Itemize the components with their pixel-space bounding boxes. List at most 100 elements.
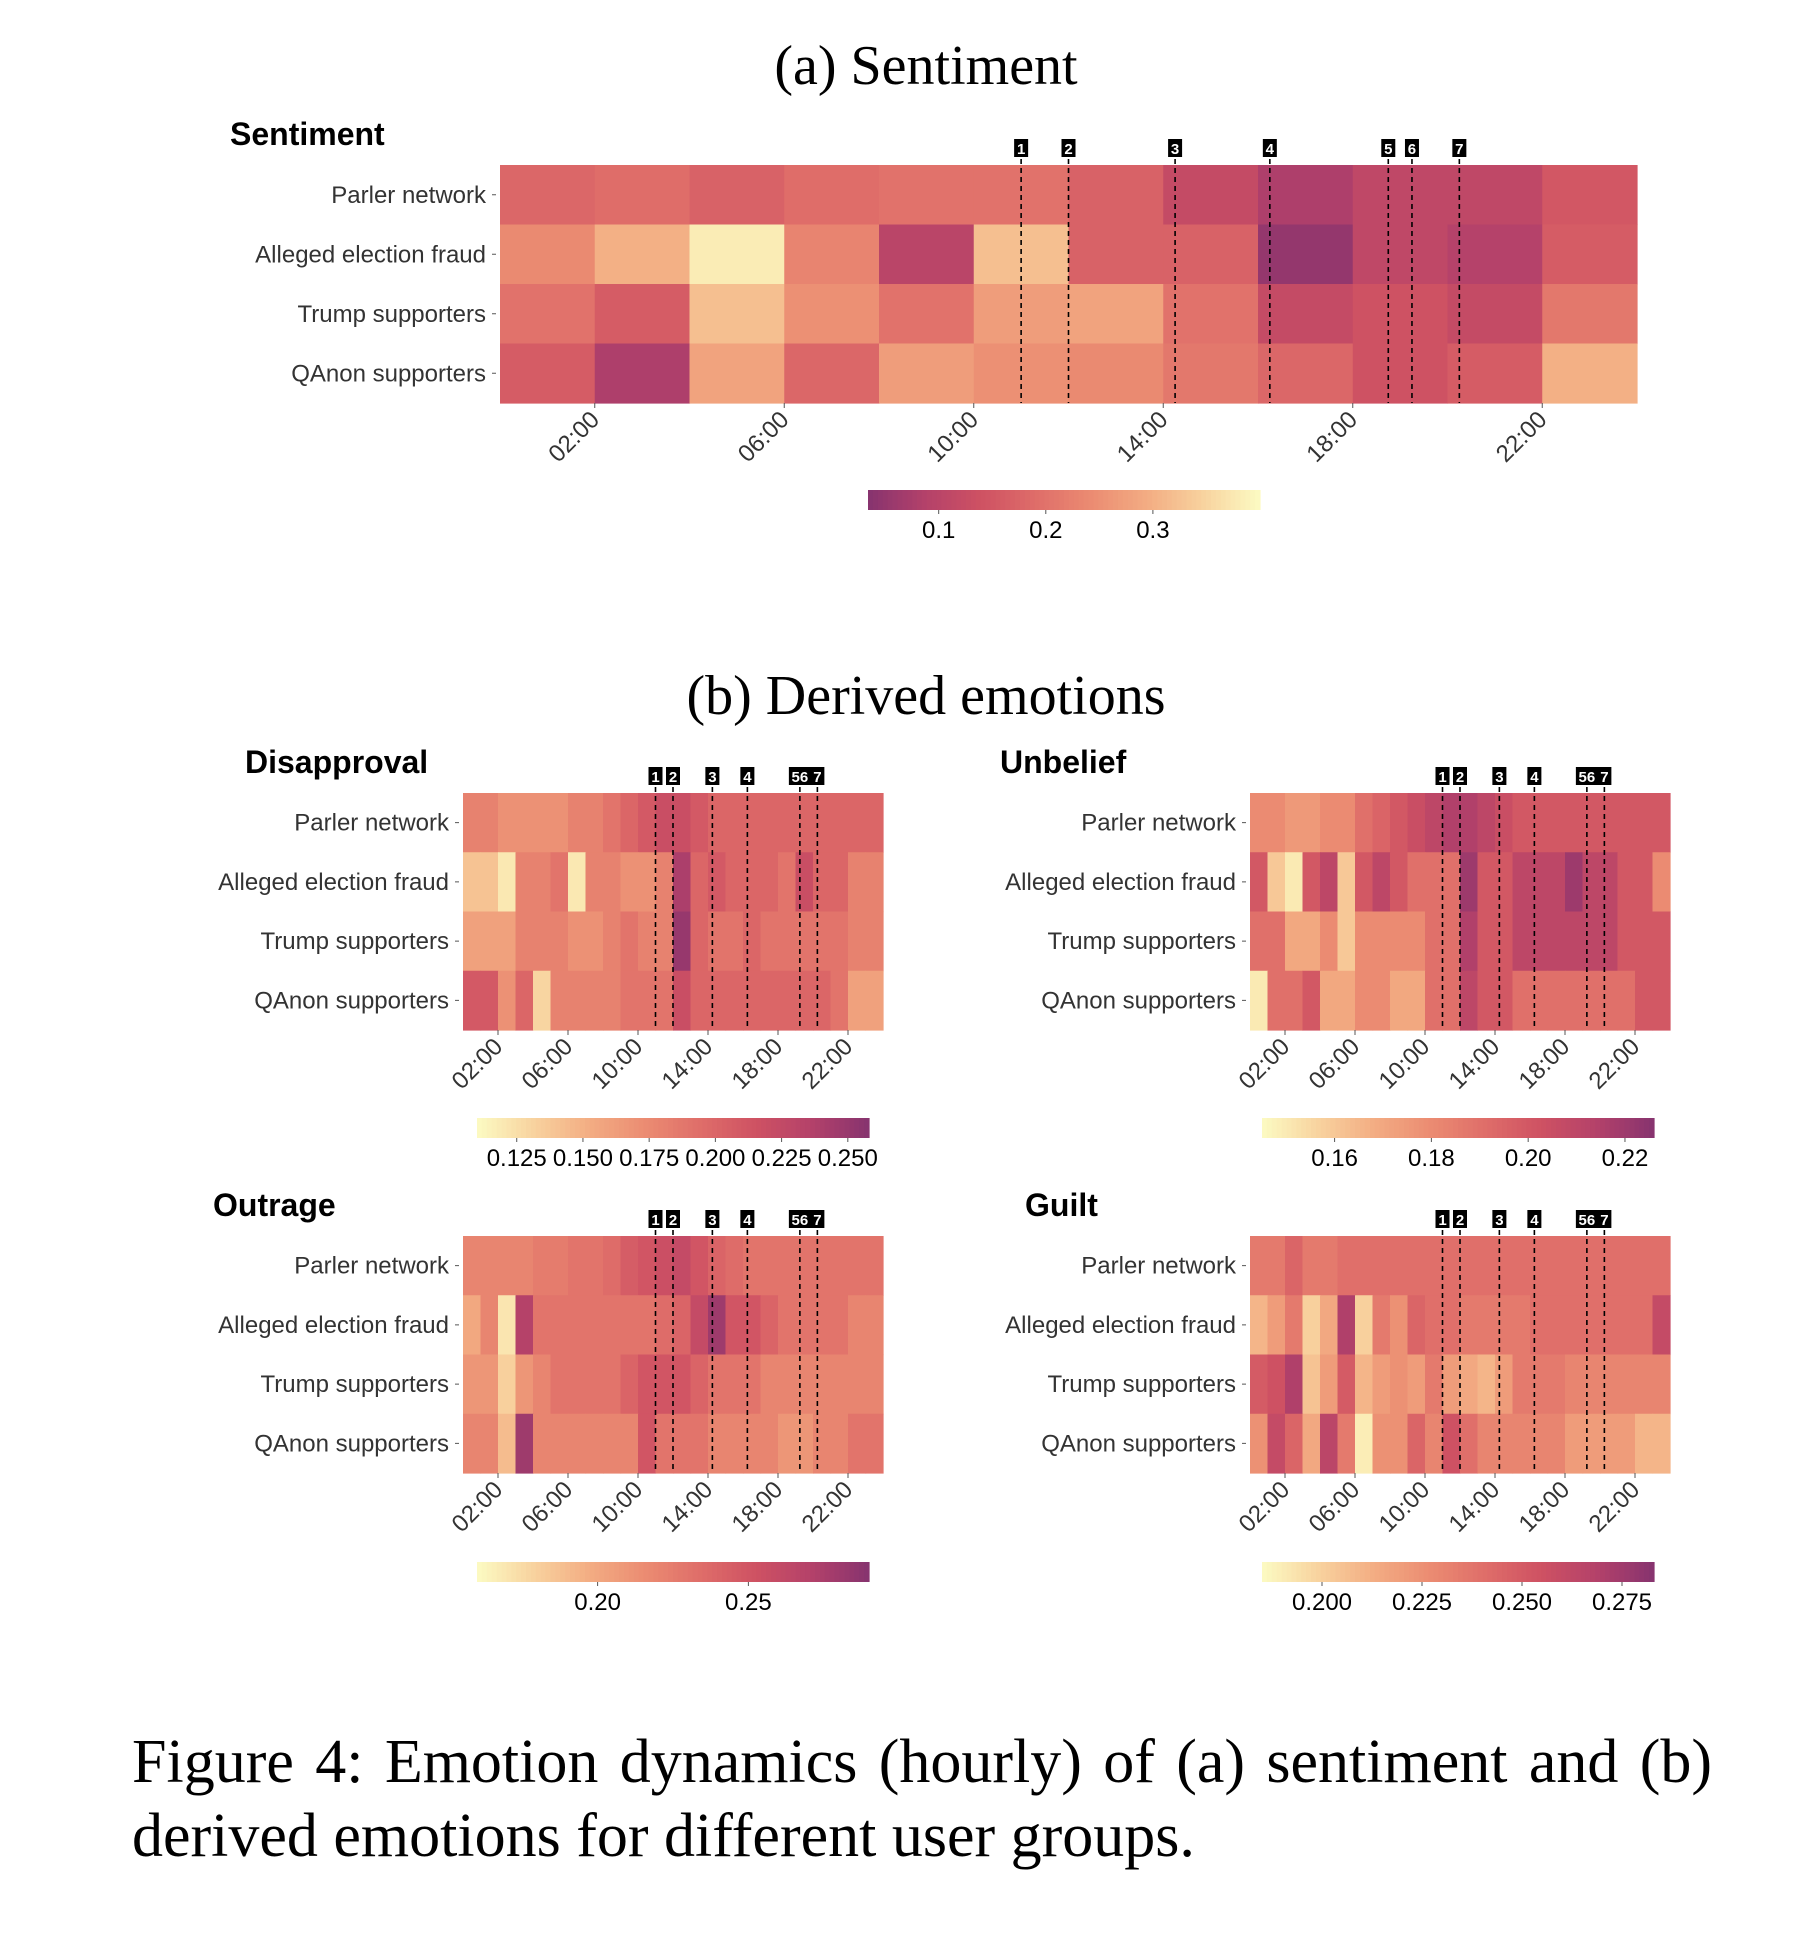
heatmap-cell (865, 1413, 884, 1474)
x-tick-label: 02:00 (1234, 1476, 1296, 1538)
heatmap-cell (830, 1413, 849, 1474)
event-marker (810, 1210, 825, 1228)
event-marker-label: 2 (1456, 769, 1464, 786)
colorbar-segment (1418, 1118, 1425, 1138)
heatmap-cell (1372, 1354, 1391, 1415)
heatmap-cell (760, 970, 779, 1031)
event-marker (810, 767, 825, 785)
heatmap-cell (1267, 911, 1286, 972)
heatmap-cell (1337, 852, 1356, 913)
colorbar-segment (1560, 1118, 1567, 1138)
colorbar-segment (1609, 1118, 1616, 1138)
colorbar-segment (1330, 1118, 1337, 1138)
event-marker-label: 2 (1456, 1212, 1464, 1229)
row-label: Alleged election fraud (255, 241, 486, 268)
x-tick-label: 22:00 (1491, 406, 1553, 468)
colorbar-segment (980, 490, 987, 510)
colorbar-segment (1147, 490, 1153, 510)
colorbar-segment (1629, 1118, 1635, 1138)
colorbar-segment (638, 1562, 645, 1582)
heatmap-cell (638, 970, 657, 1031)
heatmap-cell (743, 970, 762, 1031)
event-marker-label: 7 (813, 1212, 821, 1229)
heatmap-sentiment: Sentiment Parler network Alleged election … (230, 116, 1638, 544)
heatmap-cell (480, 793, 499, 853)
colorbar-segment (1492, 1562, 1498, 1582)
heatmap-cell (480, 852, 499, 913)
heatmap-cell (1250, 911, 1269, 972)
colorbar-segment (1029, 490, 1036, 510)
heatmap-cell (498, 1413, 517, 1474)
heatmap-cell (778, 911, 797, 972)
heatmap-cell (594, 284, 691, 345)
colorbar-segment (1059, 490, 1065, 510)
heatmap-cell (1407, 1354, 1426, 1415)
heatmap-cell (1542, 165, 1638, 226)
heatmap-cell (1267, 970, 1286, 1031)
heatmap-cell (708, 852, 727, 913)
colorbar-segment (736, 1118, 743, 1138)
heatmap-cell (655, 1413, 674, 1474)
colorbar-segment (1580, 1562, 1586, 1582)
colorbar-segment (1531, 1562, 1537, 1582)
colorbar-segment (491, 1118, 498, 1138)
colorbar-segment (530, 1562, 537, 1582)
event-marker-label: 3 (1171, 141, 1179, 158)
heatmap-cell (1337, 1295, 1356, 1356)
x-tick-label: 10:00 (587, 1476, 649, 1538)
heatmap-cell (533, 793, 552, 853)
heatmap-cell (1635, 852, 1654, 913)
heatmap-cell (1068, 165, 1164, 226)
colorbar-segment (486, 1562, 493, 1582)
colorbar-segment (1044, 490, 1050, 510)
heatmap-cell (620, 1236, 639, 1296)
heatmap-cell (1495, 1413, 1514, 1474)
colorbar-segment (1551, 1562, 1557, 1582)
colorbar-segment (785, 1118, 792, 1138)
heatmap-cell (865, 1236, 884, 1296)
heatmap-cell (1425, 1413, 1444, 1474)
heatmap-cell (784, 284, 880, 345)
heatmap-cell (1258, 224, 1354, 285)
colorbar-segment (736, 1562, 743, 1582)
colorbar-segment (1049, 490, 1055, 510)
heatmap-cell (1352, 165, 1449, 226)
colorbar-segment (1276, 1118, 1283, 1138)
colorbar-segment (872, 490, 879, 510)
event-marker-label: 56 (792, 1212, 809, 1229)
heatmap-cell (690, 1295, 709, 1356)
colorbar-segment (1196, 490, 1202, 510)
colorbar-segment (653, 1118, 659, 1138)
heatmap-cell (725, 1295, 744, 1356)
heatmap-cell (1542, 343, 1638, 404)
colorbar-segment (1595, 1562, 1601, 1582)
heatmap-cell (1163, 284, 1259, 345)
colorbar-segment (1355, 1562, 1361, 1582)
colorbar-segment (1320, 1118, 1327, 1138)
heatmap-cell (879, 284, 975, 345)
heatmap-cell (594, 224, 691, 285)
heatmap-cell (673, 911, 692, 972)
heatmap-cell (1547, 970, 1566, 1031)
heatmap-cell (568, 1354, 587, 1415)
heatmap-cell (1407, 852, 1426, 913)
colorbar-segment (1590, 1562, 1596, 1582)
colorbar-segment (599, 1118, 605, 1138)
colorbar-segment (1507, 1562, 1513, 1582)
colorbar-segment (1477, 1118, 1484, 1138)
heatmap-cell (1635, 1354, 1654, 1415)
colorbar-segment (1497, 1118, 1503, 1138)
heatmap-cell (1565, 852, 1584, 913)
colorbar-segment (1191, 490, 1197, 510)
heatmap-cell (585, 793, 604, 853)
colorbar-segment (560, 1118, 566, 1138)
heatmap-cell (1390, 1413, 1409, 1474)
figure-caption: Figure 4: Emotion dynamics (hourly) of (… (132, 1728, 1712, 1870)
colorbar-segment (766, 1118, 772, 1138)
heatmap-cell (1258, 284, 1354, 345)
colorbar-segment (1502, 1118, 1508, 1138)
colorbar-segment (1516, 1118, 1523, 1138)
heatmap-cell (1495, 911, 1514, 972)
heatmap-cell (638, 852, 657, 913)
heatmap-cell (673, 1295, 692, 1356)
